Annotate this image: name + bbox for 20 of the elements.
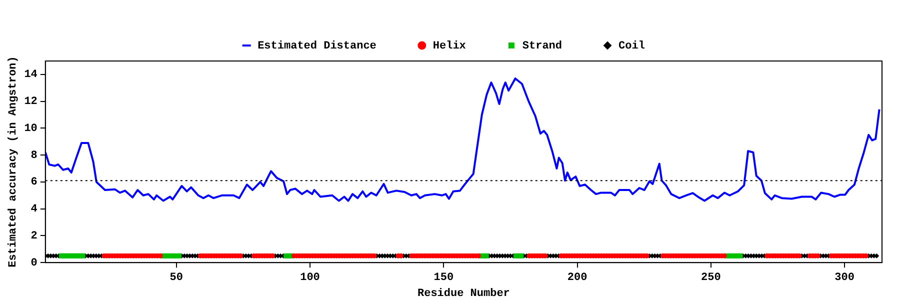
y-tick-label: 2 xyxy=(30,230,38,242)
x-tick-label: 150 xyxy=(434,272,454,284)
y-tick-label: 8 xyxy=(30,150,38,162)
y-tick-label: 6 xyxy=(30,176,38,189)
y-axis-title: Estimated accuracy (in Angstron) xyxy=(7,56,20,268)
x-tick-label: 200 xyxy=(567,272,588,284)
x-tick-label: 300 xyxy=(834,272,854,284)
y-tick-label: 12 xyxy=(24,96,38,108)
x-tick-label: 100 xyxy=(300,272,320,284)
legend-label: Strand xyxy=(522,40,562,52)
y-tick-label: 0 xyxy=(30,257,38,270)
y-tick-label: 4 xyxy=(30,204,38,216)
legend-label: Estimated Distance xyxy=(258,40,377,52)
y-tick-label: 14 xyxy=(24,69,38,82)
x-tick-label: 50 xyxy=(170,272,183,284)
y-tick-label: 10 xyxy=(24,122,38,135)
legend-label: Coil xyxy=(618,40,646,52)
legend-label: Helix xyxy=(432,40,466,52)
x-axis-title: Residue Number xyxy=(417,288,510,300)
x-tick-label: 250 xyxy=(701,272,721,284)
